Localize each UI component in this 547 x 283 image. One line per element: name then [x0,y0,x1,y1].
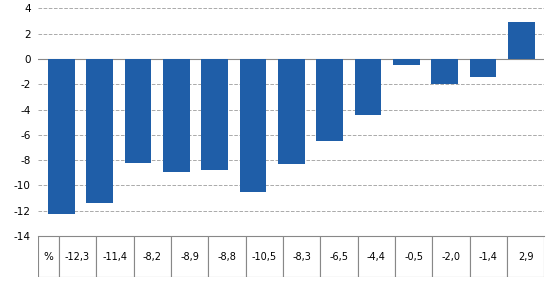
Text: -6,5: -6,5 [329,252,348,262]
Text: -10,5: -10,5 [252,252,277,262]
Text: %: % [44,252,54,262]
Bar [240,59,266,192]
Bar [278,59,305,164]
Bar [38,236,59,277]
Bar [86,59,113,203]
Bar [469,59,496,77]
Bar [171,236,208,277]
Bar [316,59,343,141]
Bar [395,236,432,277]
Text: -8,8: -8,8 [217,252,236,262]
Bar [431,59,458,84]
Bar [469,236,507,277]
Bar [208,236,246,277]
Bar [283,236,320,277]
Bar [246,236,283,277]
Text: -0,5: -0,5 [404,252,423,262]
Text: -8,3: -8,3 [292,252,311,262]
Text: -11,4: -11,4 [102,252,127,262]
Bar [201,59,228,170]
Bar [96,236,133,277]
Text: -4,4: -4,4 [367,252,386,262]
Bar [508,22,534,59]
Text: -8,9: -8,9 [180,252,199,262]
Text: -12,3: -12,3 [65,252,90,262]
Bar [125,59,152,163]
Bar [48,59,75,215]
Bar [507,236,544,277]
Bar [163,59,190,171]
Bar [133,236,171,277]
Bar [354,59,381,115]
Bar [358,236,395,277]
Bar [432,236,469,277]
Bar [393,59,420,65]
Text: 2,9: 2,9 [518,252,533,262]
Bar [59,236,96,277]
Text: -1,4: -1,4 [479,252,498,262]
Bar [320,236,358,277]
Text: -8,2: -8,2 [143,252,162,262]
Text: -2,0: -2,0 [441,252,461,262]
